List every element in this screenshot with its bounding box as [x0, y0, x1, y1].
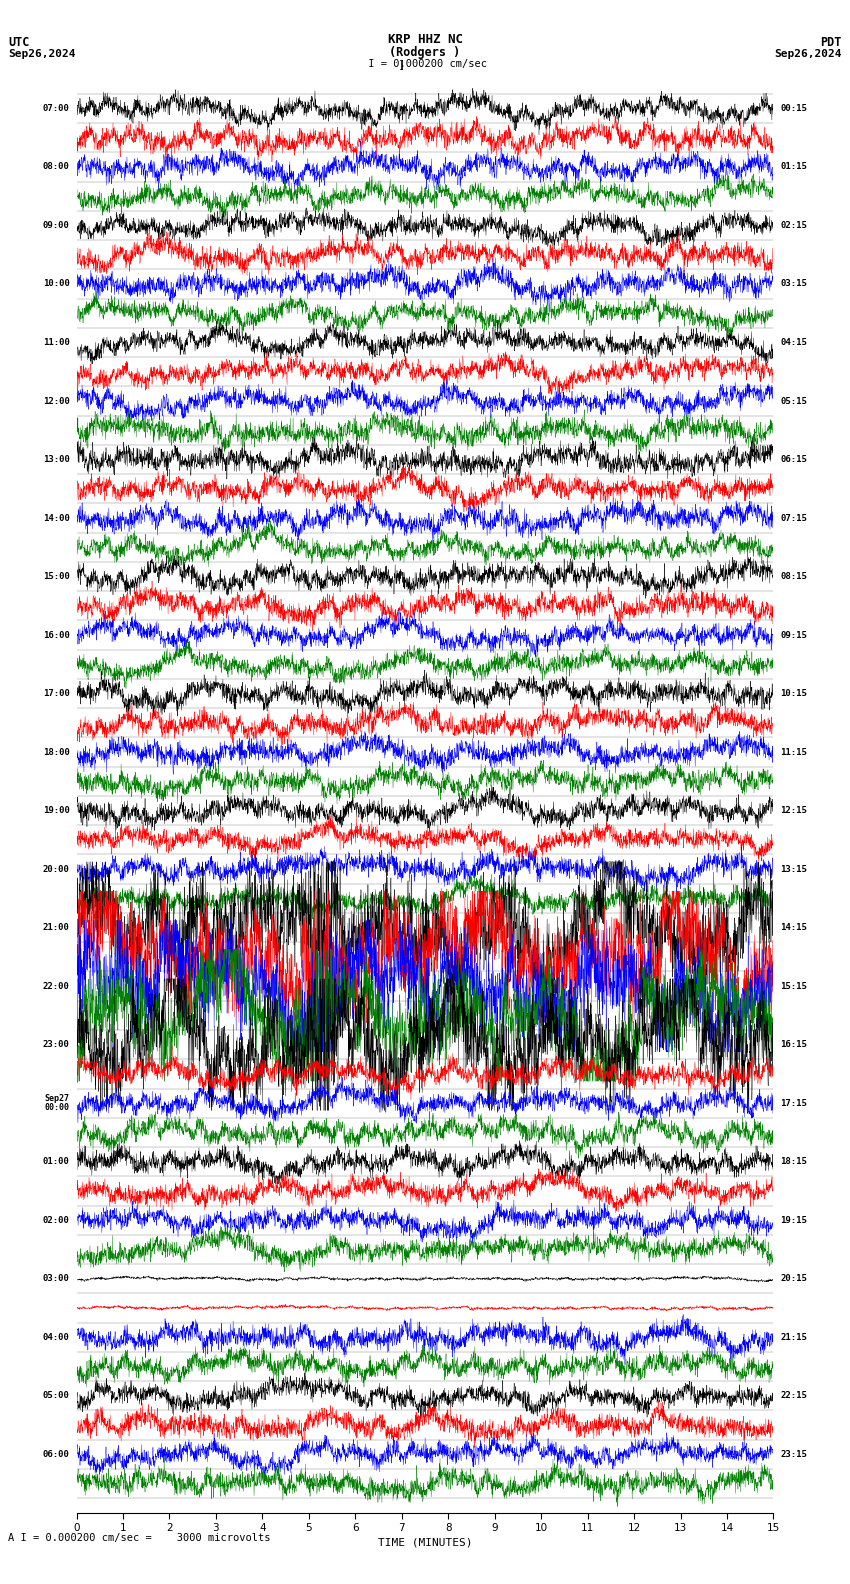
- Text: 08:15: 08:15: [780, 572, 808, 581]
- Text: 23:15: 23:15: [780, 1449, 808, 1459]
- Text: 12:00: 12:00: [42, 396, 70, 406]
- Text: 19:15: 19:15: [780, 1215, 808, 1224]
- Text: 04:15: 04:15: [780, 337, 808, 347]
- Text: 07:00: 07:00: [42, 105, 70, 112]
- Text: Sep26,2024: Sep26,2024: [774, 49, 842, 59]
- Text: UTC: UTC: [8, 36, 30, 49]
- Text: 23:00: 23:00: [42, 1041, 70, 1049]
- Text: 11:00: 11:00: [42, 337, 70, 347]
- Text: 04:00: 04:00: [42, 1332, 70, 1342]
- Text: 01:00: 01:00: [42, 1158, 70, 1166]
- Text: 02:00: 02:00: [42, 1215, 70, 1224]
- Text: 22:15: 22:15: [780, 1391, 808, 1400]
- Text: 16:15: 16:15: [780, 1041, 808, 1049]
- Text: 03:15: 03:15: [780, 279, 808, 288]
- Text: 10:15: 10:15: [780, 689, 808, 699]
- Text: 08:00: 08:00: [42, 163, 70, 171]
- Text: 12:15: 12:15: [780, 806, 808, 816]
- Text: 14:00: 14:00: [42, 513, 70, 523]
- Text: 19:00: 19:00: [42, 806, 70, 816]
- Text: 06:15: 06:15: [780, 455, 808, 464]
- Text: I = 0.000200 cm/sec: I = 0.000200 cm/sec: [362, 59, 488, 68]
- Text: 00:15: 00:15: [780, 105, 808, 112]
- Text: 21:00: 21:00: [42, 923, 70, 931]
- Text: 07:15: 07:15: [780, 513, 808, 523]
- Text: 22:00: 22:00: [42, 982, 70, 990]
- X-axis label: TIME (MINUTES): TIME (MINUTES): [377, 1538, 473, 1548]
- Text: 02:15: 02:15: [780, 222, 808, 230]
- Text: 18:00: 18:00: [42, 748, 70, 757]
- Text: 15:00: 15:00: [42, 572, 70, 581]
- Text: 10:00: 10:00: [42, 279, 70, 288]
- Text: 17:15: 17:15: [780, 1099, 808, 1107]
- Text: 05:00: 05:00: [42, 1391, 70, 1400]
- Text: 21:15: 21:15: [780, 1332, 808, 1342]
- Text: 14:15: 14:15: [780, 923, 808, 931]
- Text: 05:15: 05:15: [780, 396, 808, 406]
- Text: (Rodgers ): (Rodgers ): [389, 46, 461, 59]
- Text: 09:15: 09:15: [780, 630, 808, 640]
- Text: 03:00: 03:00: [42, 1274, 70, 1283]
- Text: 01:15: 01:15: [780, 163, 808, 171]
- Text: 17:00: 17:00: [42, 689, 70, 699]
- Text: 09:00: 09:00: [42, 222, 70, 230]
- Text: 20:15: 20:15: [780, 1274, 808, 1283]
- Text: 13:15: 13:15: [780, 865, 808, 874]
- Text: Sep26,2024: Sep26,2024: [8, 49, 76, 59]
- Text: 20:00: 20:00: [42, 865, 70, 874]
- Text: Sep27: Sep27: [44, 1095, 70, 1102]
- Text: 11:15: 11:15: [780, 748, 808, 757]
- Text: 00:00: 00:00: [44, 1102, 70, 1112]
- Text: A I = 0.000200 cm/sec =    3000 microvolts: A I = 0.000200 cm/sec = 3000 microvolts: [8, 1533, 271, 1543]
- Text: KRP HHZ NC: KRP HHZ NC: [388, 33, 462, 46]
- Text: 16:00: 16:00: [42, 630, 70, 640]
- Text: 06:00: 06:00: [42, 1449, 70, 1459]
- Text: 13:00: 13:00: [42, 455, 70, 464]
- Text: PDT: PDT: [820, 36, 842, 49]
- Text: 15:15: 15:15: [780, 982, 808, 990]
- Text: 18:15: 18:15: [780, 1158, 808, 1166]
